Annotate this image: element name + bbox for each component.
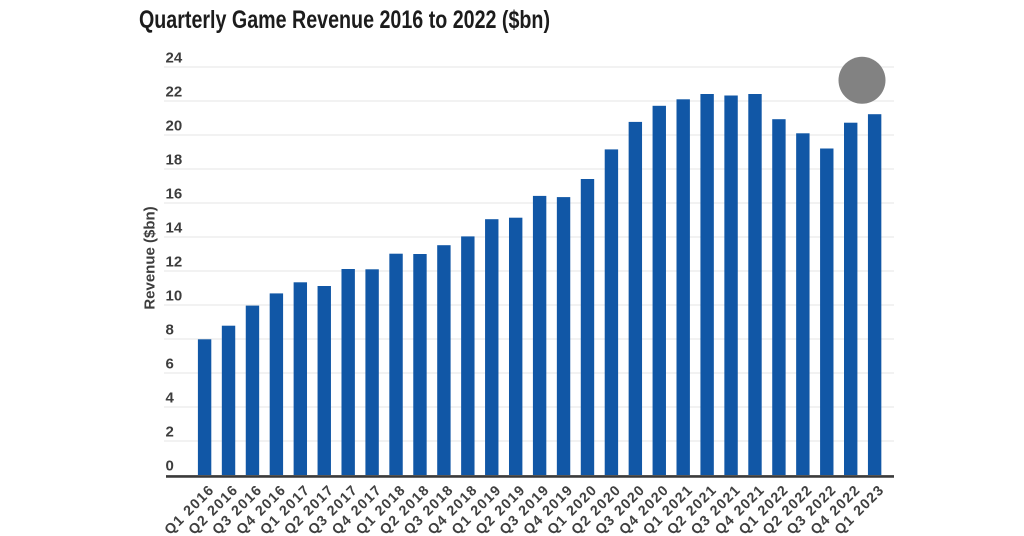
svg-text:4: 4 <box>166 390 175 407</box>
svg-text:10: 10 <box>166 288 183 305</box>
svg-text:Revenue ($bn): Revenue ($bn) <box>142 206 159 309</box>
svg-text:2: 2 <box>166 424 174 441</box>
svg-text:24: 24 <box>166 50 183 67</box>
svg-text:0: 0 <box>166 458 174 475</box>
svg-text:14: 14 <box>166 220 183 237</box>
svg-text:22: 22 <box>166 84 183 101</box>
svg-text:Quarterly Game Revenue 2016 to: Quarterly Game Revenue 2016 to 2022 ($bn… <box>139 6 550 34</box>
svg-text:16: 16 <box>166 186 183 203</box>
svg-text:8: 8 <box>166 322 174 339</box>
svg-text:18: 18 <box>166 152 183 169</box>
svg-text:20: 20 <box>166 118 183 135</box>
svg-text:6: 6 <box>166 356 174 373</box>
svg-text:12: 12 <box>166 254 183 271</box>
